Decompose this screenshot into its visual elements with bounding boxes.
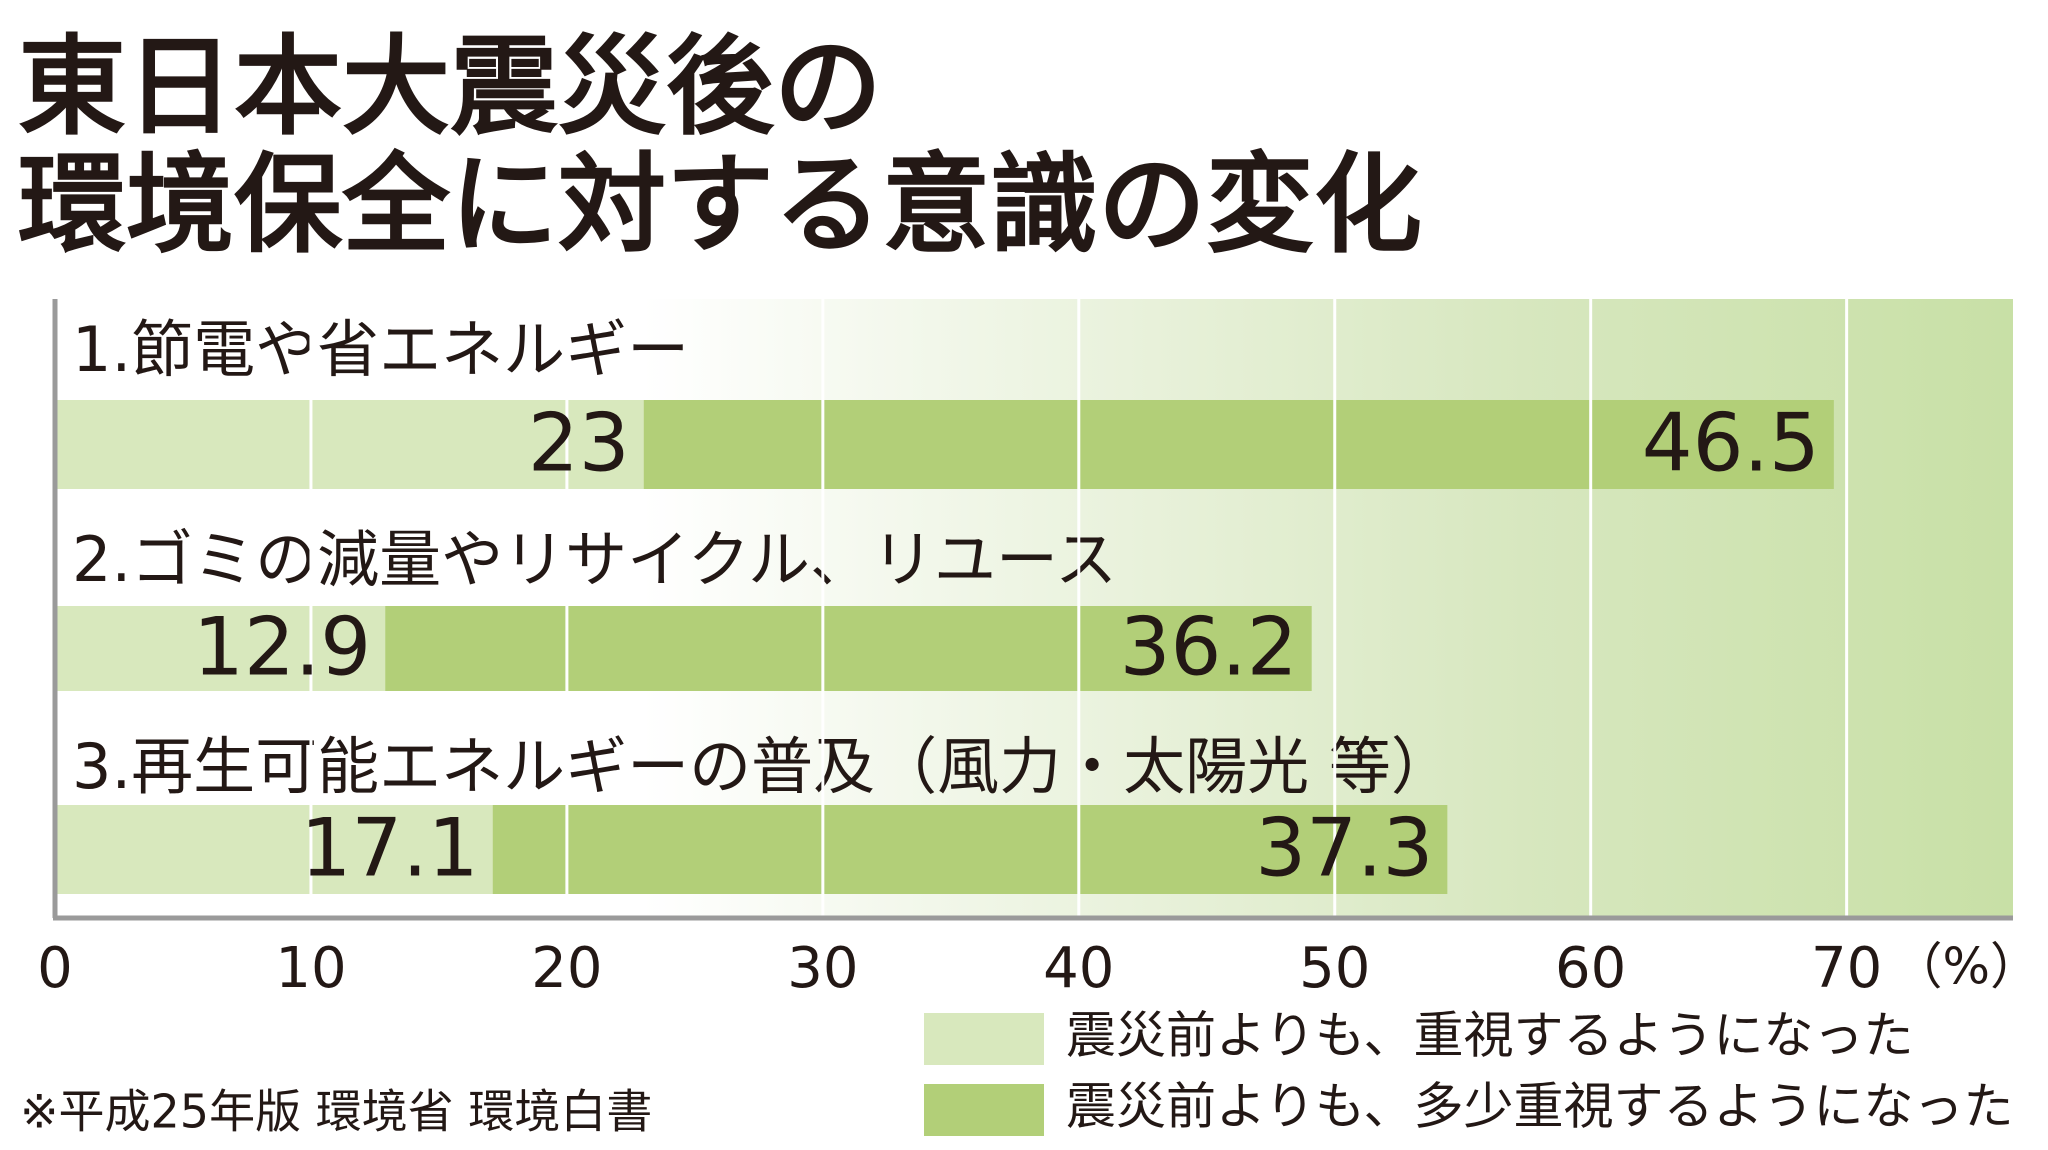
x-tick-label: 70 [1811, 936, 1882, 1001]
bar-segment [492, 805, 1448, 894]
legend-label: 震災前よりも、多少重視するようになった [1066, 1078, 2014, 1136]
value-label: 23 [528, 396, 630, 489]
source-note: ※平成25年版 環境省 環境白書 [20, 1085, 652, 1139]
legend-swatch [924, 1013, 1044, 1065]
value-label: 46.5 [1642, 396, 1820, 489]
bar-segment [55, 400, 644, 489]
bar-segment [385, 606, 1312, 691]
chart-title: 環境保全に対する意識の変化 [18, 143, 1422, 268]
legend-label: 震災前よりも、重視するようになった [1066, 1007, 1914, 1065]
x-tick-label: 60 [1555, 936, 1626, 1001]
value-label: 17.1 [301, 801, 479, 894]
x-tick-label: 10 [275, 936, 346, 1001]
x-tick-label: 0 [37, 936, 73, 1001]
category-label: 2.ゴミの減量やリサイクル、リユース [72, 523, 1117, 596]
legend-swatch [924, 1084, 1044, 1136]
value-label: 36.2 [1120, 600, 1298, 693]
value-label: 12.9 [193, 600, 371, 693]
category-label: 3.再生可能エネルギーの普及（風力・太陽光 等） [72, 730, 1453, 803]
x-axis-unit: （%） [1892, 938, 2040, 996]
x-tick-label: 30 [787, 936, 858, 1001]
bar-segment [55, 805, 493, 894]
bar-segment [55, 606, 386, 691]
x-tick-label: 50 [1299, 936, 1370, 1001]
value-label: 37.3 [1255, 801, 1433, 894]
bar-segment [643, 400, 1834, 489]
chart-title: 東日本大震災後の [18, 25, 882, 150]
x-tick-label: 20 [531, 936, 602, 1001]
x-tick-label: 40 [1043, 936, 1114, 1001]
category-label: 1.節電や省エネルギー [72, 313, 689, 386]
